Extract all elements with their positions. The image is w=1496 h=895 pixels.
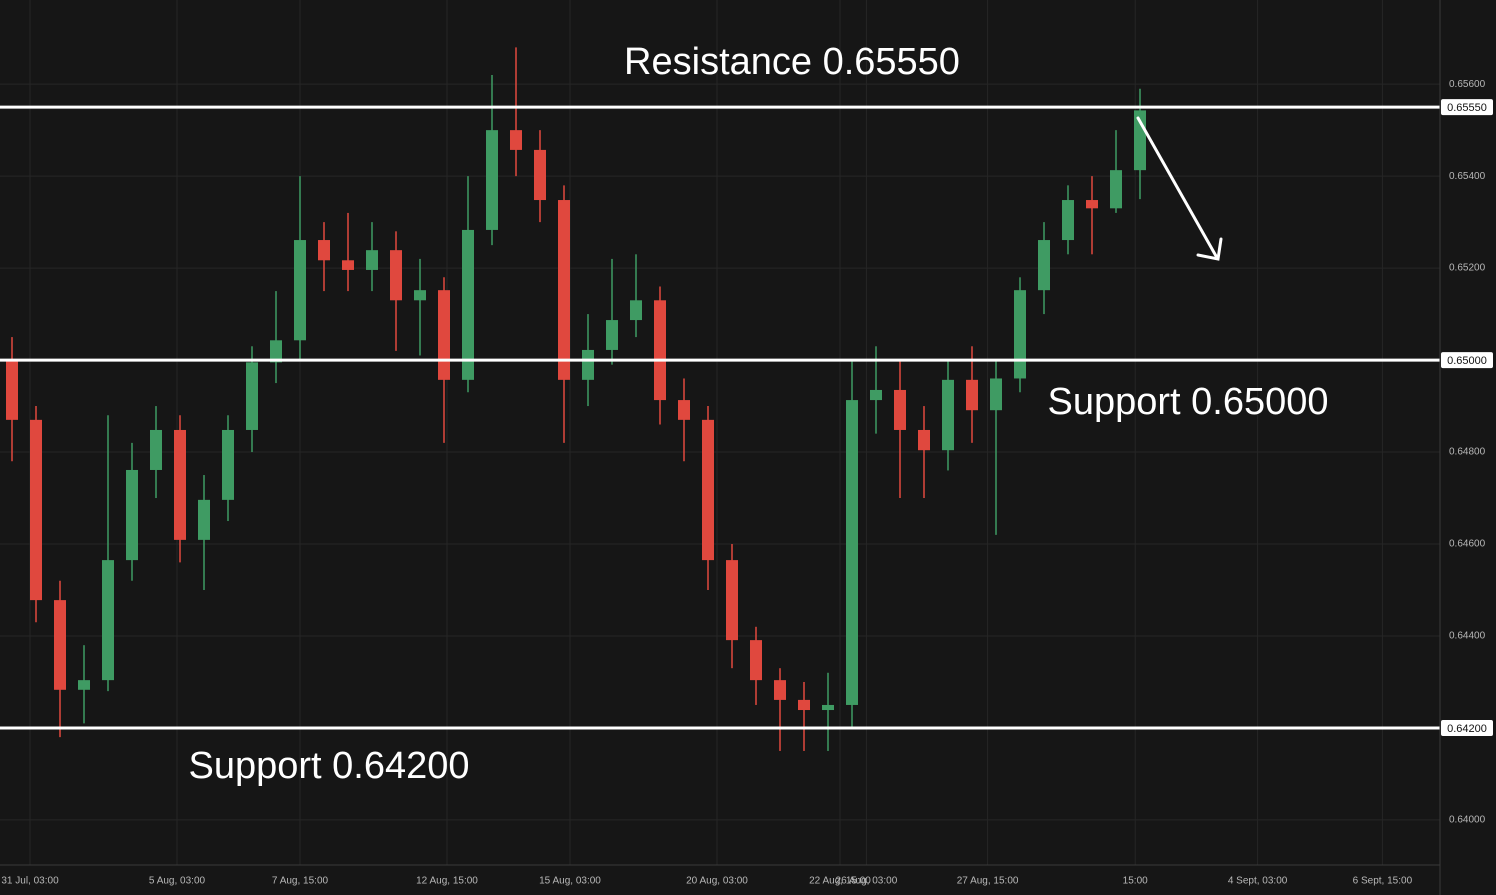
candle-body xyxy=(606,320,618,350)
candle-body xyxy=(246,362,258,430)
x-tick-label: 20 Aug, 03:00 xyxy=(686,876,748,887)
x-tick-label: 15 Aug, 03:00 xyxy=(539,876,601,887)
candle-body xyxy=(414,290,426,301)
candle-body xyxy=(366,250,378,270)
candle-body xyxy=(6,360,18,420)
y-tick-label: 0.64000 xyxy=(1449,815,1486,826)
x-tick-label: 27 Aug, 15:00 xyxy=(957,876,1019,887)
labels: 0.64000 0.64200 0.64400 0.64600 0.64800 0.650… xyxy=(1,41,1493,887)
candle-body xyxy=(486,130,498,230)
candle-body xyxy=(558,200,570,380)
x-tick-label: 15:00 xyxy=(1123,876,1148,887)
candle-body xyxy=(510,130,522,150)
candle-body xyxy=(822,704,834,711)
candle-body xyxy=(342,260,354,270)
candle-body xyxy=(174,429,186,540)
candle-body xyxy=(1014,290,1026,379)
x-tick-label: 6 Sept, 15:00 xyxy=(1353,876,1413,887)
candle-body xyxy=(702,419,714,561)
candle-body xyxy=(654,300,666,401)
x-tick-label: 12 Aug, 15:00 xyxy=(416,876,478,887)
level-annotation: Support 0.64200 xyxy=(188,745,469,787)
y-tick-label: 0.65200 xyxy=(1449,263,1486,274)
candle-body xyxy=(78,680,90,690)
candle-body xyxy=(1086,200,1098,209)
candle-body xyxy=(678,400,690,420)
candle-body xyxy=(30,419,42,601)
candle-body xyxy=(630,300,642,321)
candle-body xyxy=(462,229,474,380)
candle-body xyxy=(54,600,66,690)
x-tick-label: 22 Aug, 15:00 xyxy=(809,876,871,887)
candle-body xyxy=(102,560,114,681)
x-tick-label: 26 Aug, 03:00 xyxy=(836,876,898,887)
level-tag xyxy=(1441,99,1493,116)
candle-body xyxy=(198,499,210,540)
level-tag-label: 0.64200 xyxy=(1447,723,1487,735)
y-tick-label: 0.64600 xyxy=(1449,539,1486,550)
candle-body xyxy=(534,149,546,201)
candle-body xyxy=(438,290,450,380)
candle-body xyxy=(222,429,234,500)
candle-body xyxy=(318,240,330,261)
candle-body xyxy=(966,379,978,411)
candle-body xyxy=(990,378,1002,411)
candle-body xyxy=(798,699,810,711)
x-tick-label: 31 Jul, 03:00 xyxy=(1,876,59,887)
candle-body xyxy=(582,349,594,380)
level-annotation: Resistance 0.65550 xyxy=(624,41,960,83)
trend-arrow xyxy=(1136,116,1223,261)
candle-body xyxy=(150,429,162,470)
candle-body xyxy=(846,400,858,705)
candles xyxy=(6,47,1146,751)
candle-body xyxy=(750,640,762,681)
candle-body xyxy=(1110,170,1122,209)
candle-body xyxy=(918,429,930,451)
arrow-shaft xyxy=(1136,116,1218,258)
level-tag-label: 0.65550 xyxy=(1447,102,1487,114)
y-tick-label: 0.65600 xyxy=(1449,79,1486,90)
candle-body xyxy=(390,250,402,301)
y-tick-label: 0.65400 xyxy=(1449,171,1486,182)
y-tick-label: 0.64400 xyxy=(1449,631,1486,642)
level-tag-label: 0.65000 xyxy=(1447,355,1487,367)
level-annotation: Support 0.65000 xyxy=(1047,381,1328,423)
candle-body xyxy=(726,560,738,641)
level-tag xyxy=(1441,352,1493,369)
candle-body xyxy=(870,389,882,401)
y-tick-label: 0.64800 xyxy=(1449,447,1486,458)
candle-body xyxy=(894,389,906,430)
level-tag xyxy=(1441,719,1493,736)
candle-body xyxy=(1038,240,1050,291)
arrow-head xyxy=(1196,237,1223,261)
x-tick-label: 4 Sept, 03:00 xyxy=(1228,876,1288,887)
candle-body xyxy=(1062,200,1074,241)
candle-body xyxy=(942,379,954,451)
candle-body xyxy=(294,240,306,341)
x-tick-label: 7 Aug, 15:00 xyxy=(272,876,329,887)
candle-body xyxy=(774,680,786,700)
candle-body xyxy=(126,469,138,561)
candle-body xyxy=(270,340,282,363)
x-tick-label: 5 Aug, 03:00 xyxy=(149,876,206,887)
levels xyxy=(0,105,1440,730)
